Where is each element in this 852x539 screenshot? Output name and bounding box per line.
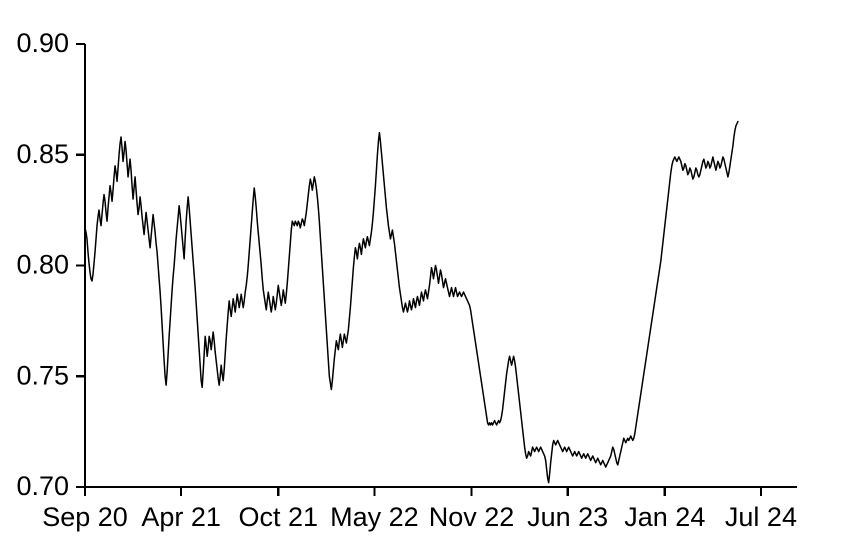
x-tick-label: May 22: [330, 502, 419, 532]
y-tick-group: 0.70 0.75 0.80 0.85 0.90: [16, 28, 85, 501]
x-tick-group: Sep 20 Apr 21 Oct 21 May 22 Nov 22 Jun 23 Jan …: [42, 487, 797, 532]
x-tick-label: Oct 21: [238, 502, 318, 532]
y-tick-label: 0.80: [16, 250, 69, 280]
x-axis: Sep 20 Apr 21 Oct 21 May 22 Nov 22 Jun 23 Jan …: [42, 485, 797, 532]
x-tick-label: Jul 24: [725, 502, 797, 532]
y-tick-label: 0.75: [16, 360, 69, 390]
x-tick-label: Jan 24: [624, 502, 705, 532]
y-tick-label: 0.70: [16, 471, 69, 501]
series-line: [84, 120, 739, 484]
x-tick-label: Sep 20: [42, 502, 128, 532]
y-tick-label: 0.85: [16, 139, 69, 169]
x-tick-label: Apr 21: [141, 502, 221, 532]
x-tick-label: Jun 23: [527, 502, 608, 532]
y-tick-label: 0.90: [16, 28, 69, 58]
x-tick-label: Nov 22: [429, 502, 515, 532]
y-axis: 0.70 0.75 0.80 0.85 0.90: [16, 28, 87, 501]
plot-area: [84, 120, 739, 484]
